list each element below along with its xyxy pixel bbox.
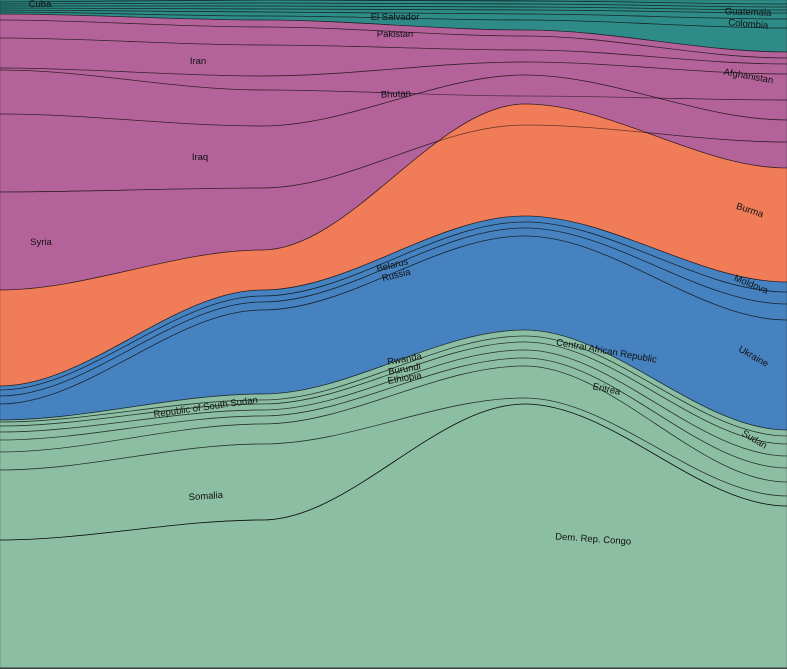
stream-divider-line — [0, 403, 787, 541]
stream-divider-line — [0, 329, 787, 431]
stream-label-cuba: Cuba — [29, 0, 52, 10]
stream-label-iran: Iran — [190, 56, 206, 67]
stream-divider-line — [0, 335, 787, 437]
stream-divider-line — [0, 235, 787, 405]
stream-divider-line — [0, 2, 787, 8]
stream-divider-line — [0, 103, 787, 291]
stream-divider-line — [0, 11, 787, 29]
stream-divider-line — [0, 7, 787, 14]
stream-divider-line — [0, 13, 787, 53]
stream-label-guatemala: Guatemala — [725, 6, 773, 19]
stream-divider-line — [0, 19, 787, 59]
stream-divider-line — [0, 227, 787, 397]
stream-label-bhutan: Bhutan — [381, 88, 412, 101]
stream-divider-line — [0, 349, 787, 457]
stream-divider-line — [0, 397, 787, 497]
stream-label-dem-rep-congo: Dem. Rep. Congo — [555, 531, 632, 547]
stream-divider-line — [0, 37, 787, 65]
stream-divider-line — [0, 61, 787, 77]
stream-divider-line — [0, 215, 787, 387]
stream-divider-line — [0, 9, 787, 20]
stream-label-iraq: Iraq — [192, 152, 208, 163]
stream-divider-line — [0, 5, 787, 11]
stream-divider-line — [0, 221, 787, 391]
stream-label-el-salvador: El Salvador — [371, 12, 420, 23]
stream-divider-line — [0, 341, 787, 445]
stream-divider-line — [0, 69, 787, 101]
stream-label-somalia: Somalia — [188, 490, 224, 503]
stream-divider-line — [0, 124, 787, 193]
stream-label-pakistan: Pakistan — [377, 29, 413, 40]
stream-label-colombia: Colombia — [728, 17, 770, 32]
stream-divider-line — [0, 357, 787, 469]
stream-divider-line — [0, 365, 787, 483]
stream-divider-line — [0, 74, 787, 127]
stream-label-syria: Syria — [30, 237, 52, 248]
stream-divider-line — [0, 0, 787, 5]
